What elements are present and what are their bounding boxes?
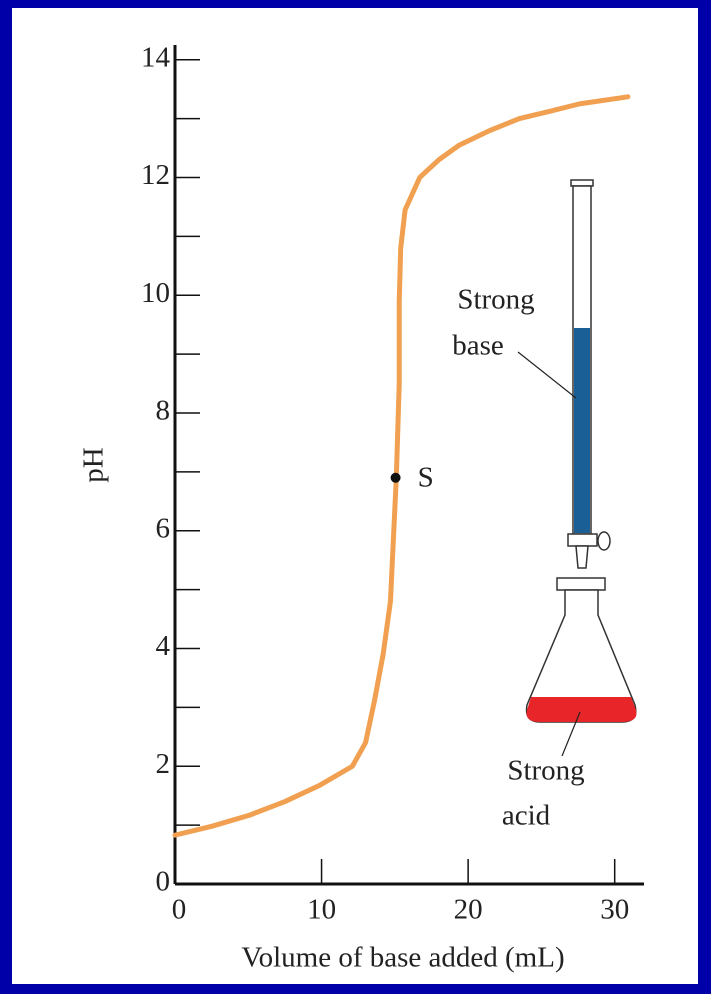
x-axis-label: Volume of base added (mL) — [241, 942, 564, 974]
x-tick-label: 20 — [454, 894, 483, 926]
y-tick-label: 8 — [156, 395, 171, 427]
y-tick-label: 0 — [156, 866, 171, 898]
point-label: S — [418, 461, 434, 493]
x-tick-label: 0 — [172, 894, 187, 926]
y-tick-label: 2 — [156, 748, 171, 780]
flask — [525, 577, 637, 723]
x-tick-label: 30 — [600, 894, 629, 926]
annotation: Strong — [507, 755, 584, 787]
leader-line — [517, 351, 577, 399]
leader-line — [561, 711, 581, 757]
annotation: acid — [502, 800, 551, 832]
y-tick-label: 12 — [141, 159, 170, 191]
y-tick-label: 14 — [141, 41, 171, 73]
plot-background — [12, 8, 698, 984]
annotation: base — [452, 330, 504, 362]
data-line — [172, 94, 631, 838]
y-tick-label: 4 — [156, 630, 171, 662]
equivalence-point — [390, 472, 401, 483]
y-axis-label: pH — [78, 447, 110, 483]
annotation: Strong — [457, 284, 534, 316]
y-tick-label: 10 — [141, 277, 170, 309]
y-tick-label: 6 — [156, 512, 171, 544]
burette — [567, 179, 611, 569]
x-tick-label: 10 — [307, 894, 336, 926]
